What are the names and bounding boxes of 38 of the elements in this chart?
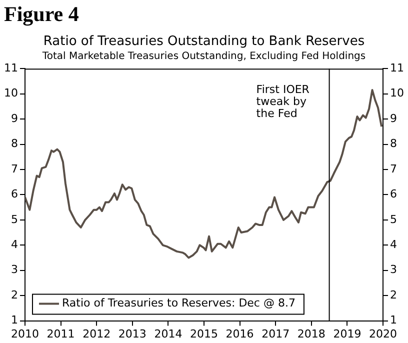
- y2-tick-label: 4: [390, 238, 398, 251]
- y2-tick-label: 9: [390, 112, 398, 125]
- y2-tick-label: 2: [390, 288, 398, 302]
- y-tick-label: 6: [10, 188, 18, 201]
- chart-subtitle: Total Marketable Treasuries Outstanding, Excluding Fed Holdings: [41, 51, 366, 62]
- y2-tick-label: 5: [390, 212, 398, 226]
- x-tick-label: 2011: [46, 327, 75, 340]
- x-tick-label: 2012: [82, 327, 111, 340]
- ref-line-label: First IOER tweak by the Fed: [256, 82, 310, 120]
- y-tick-label: 2: [10, 288, 18, 302]
- caption: Figure 4: [4, 2, 79, 27]
- chart-title: Ratio of Treasuries Outstanding to Bank Reserves: [43, 34, 365, 50]
- y2-tick-label: 8: [390, 137, 398, 150]
- x-tick-label: 2013: [118, 327, 146, 340]
- y-tick-label: 4: [10, 238, 18, 251]
- y2-tick-label: 11: [390, 61, 404, 74]
- x-tick-label: 2015: [190, 327, 218, 340]
- x-tick-label: 2019: [333, 327, 362, 340]
- y-tick-label: 10: [4, 86, 18, 100]
- y-tick-label: 8: [10, 137, 18, 150]
- y-tick-label: 7: [10, 162, 18, 176]
- y2-tick-label: 10: [390, 86, 404, 100]
- legend-label: Ratio of Treasuries to Reserves: Dec @ 8.7: [62, 296, 296, 310]
- x-tick-label: 2010: [10, 327, 39, 340]
- x-tick-label: 2016: [226, 327, 254, 340]
- y-tick-label: 5: [10, 212, 18, 226]
- y2-tick-label: 1: [390, 314, 398, 327]
- x-tick-label: 2018: [297, 327, 326, 340]
- y2-tick-label: 3: [390, 263, 398, 276]
- y2-tick-label: 7: [390, 162, 398, 176]
- y-tick-label: 3: [10, 263, 18, 276]
- y-tick-label: 1: [10, 314, 18, 327]
- y-tick-label: 11: [4, 61, 18, 74]
- y2-tick-label: 6: [390, 188, 398, 201]
- x-tick-label: 2020: [369, 327, 398, 340]
- x-tick-label: 2017: [262, 327, 290, 340]
- x-tick-label: 2014: [154, 327, 182, 340]
- y-tick-label: 9: [10, 112, 18, 125]
